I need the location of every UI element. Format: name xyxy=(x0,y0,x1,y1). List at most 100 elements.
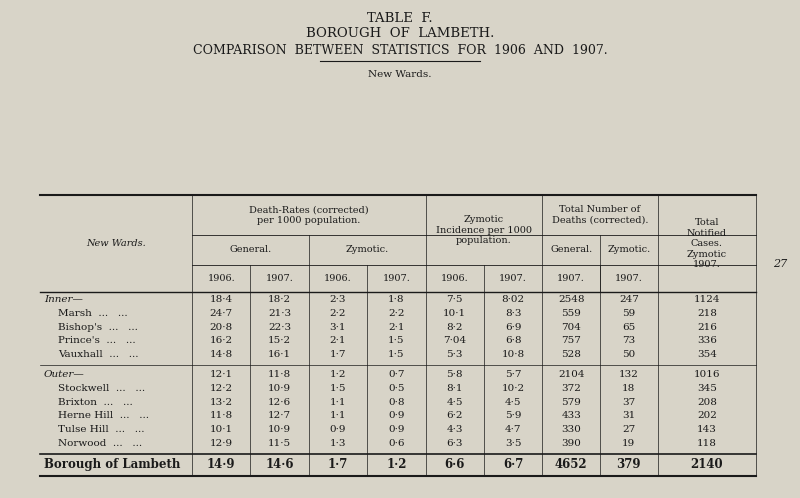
Text: 1·8: 1·8 xyxy=(388,295,405,304)
Text: General.: General. xyxy=(230,246,271,254)
Text: 3·1: 3·1 xyxy=(330,323,346,332)
Text: 10·1: 10·1 xyxy=(443,309,466,318)
Text: 8·1: 8·1 xyxy=(446,383,463,392)
Text: 12·7: 12·7 xyxy=(268,411,291,420)
Text: Death-Rates (corrected)
per 1000 population.: Death-Rates (corrected) per 1000 populat… xyxy=(249,206,369,225)
Text: 0·9: 0·9 xyxy=(388,425,405,434)
Text: 6·6: 6·6 xyxy=(445,458,465,471)
Text: 390: 390 xyxy=(562,439,581,448)
Text: TABLE  F.: TABLE F. xyxy=(367,12,433,25)
Text: 0·9: 0·9 xyxy=(388,411,405,420)
Text: 6·3: 6·3 xyxy=(446,439,463,448)
Text: 0·9: 0·9 xyxy=(330,425,346,434)
Text: 5·9: 5·9 xyxy=(505,411,522,420)
Text: Zymotic.: Zymotic. xyxy=(346,246,389,254)
Text: 5·7: 5·7 xyxy=(505,370,522,379)
Text: COMPARISON  BETWEEN  STATISTICS  FOR  1906  AND  1907.: COMPARISON BETWEEN STATISTICS FOR 1906 A… xyxy=(193,44,607,57)
Text: Vauxhall  ...   ...: Vauxhall ... ... xyxy=(58,350,139,359)
Text: 10·1: 10·1 xyxy=(210,425,233,434)
Text: 1906.: 1906. xyxy=(207,274,235,283)
Text: 202: 202 xyxy=(697,411,717,420)
Text: 757: 757 xyxy=(562,337,581,346)
Text: 2·1: 2·1 xyxy=(330,337,346,346)
Text: 10·8: 10·8 xyxy=(502,350,525,359)
Text: 528: 528 xyxy=(562,350,581,359)
Text: Stockwell  ...   ...: Stockwell ... ... xyxy=(58,383,146,392)
Text: 7·04: 7·04 xyxy=(443,337,466,346)
Text: 0·8: 0·8 xyxy=(388,397,405,406)
Text: Borough of Lambeth: Borough of Lambeth xyxy=(44,458,180,471)
Text: 4·5: 4·5 xyxy=(505,397,522,406)
Text: 579: 579 xyxy=(562,397,581,406)
Text: 5·8: 5·8 xyxy=(446,370,463,379)
Text: 1124: 1124 xyxy=(694,295,720,304)
Text: 1016: 1016 xyxy=(694,370,720,379)
Text: 8·3: 8·3 xyxy=(505,309,522,318)
Text: 12·6: 12·6 xyxy=(268,397,291,406)
Text: 354: 354 xyxy=(697,350,717,359)
Text: 27: 27 xyxy=(773,259,787,269)
Text: 4·7: 4·7 xyxy=(505,425,522,434)
Text: 1·5: 1·5 xyxy=(330,383,346,392)
Text: 345: 345 xyxy=(697,383,717,392)
Text: 14·6: 14·6 xyxy=(266,458,294,471)
Text: 6·8: 6·8 xyxy=(505,337,522,346)
Text: 2548: 2548 xyxy=(558,295,585,304)
Text: 559: 559 xyxy=(562,309,581,318)
Text: 13·2: 13·2 xyxy=(210,397,233,406)
Text: 1907.: 1907. xyxy=(558,274,585,283)
Text: 73: 73 xyxy=(622,337,635,346)
Text: 1·1: 1·1 xyxy=(330,411,346,420)
Text: 18·4: 18·4 xyxy=(210,295,233,304)
Text: General.: General. xyxy=(550,246,592,254)
Text: 31: 31 xyxy=(622,411,635,420)
Text: 50: 50 xyxy=(622,350,635,359)
Text: 2·2: 2·2 xyxy=(388,309,405,318)
Text: 1·7: 1·7 xyxy=(328,458,348,471)
Text: 704: 704 xyxy=(562,323,581,332)
Text: 15·2: 15·2 xyxy=(268,337,291,346)
Text: 1907.: 1907. xyxy=(499,274,527,283)
Text: 1907.: 1907. xyxy=(266,274,294,283)
Text: 8·02: 8·02 xyxy=(502,295,525,304)
Text: 11·5: 11·5 xyxy=(268,439,291,448)
Text: 14·8: 14·8 xyxy=(210,350,233,359)
Text: 21·3: 21·3 xyxy=(268,309,291,318)
Text: Total
Notified
Cases.
Zymotic
1907.: Total Notified Cases. Zymotic 1907. xyxy=(686,219,727,269)
Text: 37: 37 xyxy=(622,397,635,406)
Text: 1906.: 1906. xyxy=(441,274,469,283)
Text: 216: 216 xyxy=(697,323,717,332)
Text: 5·3: 5·3 xyxy=(446,350,463,359)
Text: 4·5: 4·5 xyxy=(446,397,463,406)
Text: 6·7: 6·7 xyxy=(503,458,523,471)
Text: Outer—: Outer— xyxy=(44,370,85,379)
Text: 65: 65 xyxy=(622,323,635,332)
Text: 2104: 2104 xyxy=(558,370,585,379)
Text: 6·2: 6·2 xyxy=(446,411,463,420)
Text: Brixton  ...   ...: Brixton ... ... xyxy=(58,397,133,406)
Text: 10·9: 10·9 xyxy=(268,383,291,392)
Text: 1·1: 1·1 xyxy=(330,397,346,406)
Text: 2·2: 2·2 xyxy=(330,309,346,318)
Text: 7·5: 7·5 xyxy=(446,295,463,304)
Text: 10·9: 10·9 xyxy=(268,425,291,434)
Text: BOROUGH  OF  LAMBETH.: BOROUGH OF LAMBETH. xyxy=(306,27,494,40)
Text: Zymotic
Incidence per 1000
population.: Zymotic Incidence per 1000 population. xyxy=(436,215,532,245)
Text: 336: 336 xyxy=(697,337,717,346)
Text: 0·5: 0·5 xyxy=(388,383,405,392)
Text: 22·3: 22·3 xyxy=(268,323,291,332)
Text: New Wards.: New Wards. xyxy=(368,70,432,79)
Text: 18: 18 xyxy=(622,383,635,392)
Text: 1906.: 1906. xyxy=(324,274,352,283)
Text: 12·1: 12·1 xyxy=(210,370,233,379)
Text: Prince's  ...   ...: Prince's ... ... xyxy=(58,337,136,346)
Text: 6·9: 6·9 xyxy=(505,323,522,332)
Text: 218: 218 xyxy=(697,309,717,318)
Text: 11·8: 11·8 xyxy=(210,411,233,420)
Text: New Wards.: New Wards. xyxy=(86,239,146,249)
Text: Bishop's  ...   ...: Bishop's ... ... xyxy=(58,323,138,332)
Text: 4·3: 4·3 xyxy=(446,425,463,434)
Text: Norwood  ...   ...: Norwood ... ... xyxy=(58,439,142,448)
Text: 20·8: 20·8 xyxy=(210,323,233,332)
Text: 1·3: 1·3 xyxy=(330,439,346,448)
